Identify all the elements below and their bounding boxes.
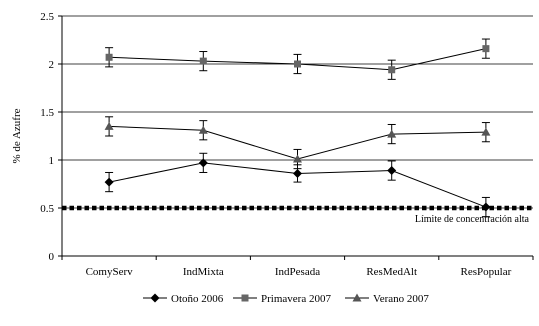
data-point xyxy=(387,129,397,138)
data-point xyxy=(293,154,302,163)
y-tick-label: 0.5 xyxy=(40,203,54,215)
x-tick-label: ResMedAlt xyxy=(366,266,417,278)
data-point xyxy=(293,168,302,178)
legend-marker xyxy=(150,293,160,303)
y-tick-labels: 0 0.5 1 1.5 2 2.5 xyxy=(40,11,54,263)
y-tick-label: 1 xyxy=(49,155,55,167)
series-group xyxy=(104,38,491,218)
series-triangle xyxy=(104,116,491,170)
legend-label: Verano 2007 xyxy=(373,293,429,305)
x-tick-label: ResPopular xyxy=(461,266,512,278)
reference-line-label: Límite de concentración alta xyxy=(415,214,530,225)
x-tick-label: ComyServ xyxy=(86,266,134,278)
data-point xyxy=(388,66,396,74)
legend: Otoño 2006 Primavera 2007 Verano 2007 xyxy=(143,293,429,305)
data-point xyxy=(105,53,113,61)
x-tick-labels: ComyServ IndMixta IndPesada ResMedAlt ResPop… xyxy=(86,266,512,278)
y-tick-label: 2 xyxy=(49,59,55,71)
legend-marker xyxy=(352,293,362,302)
data-point xyxy=(104,177,114,187)
data-point xyxy=(294,60,301,68)
reference-line-group: Límite de concentración alta xyxy=(62,205,533,225)
y-tick-label: 2.5 xyxy=(40,11,54,23)
legend-label: Otoño 2006 xyxy=(171,293,224,305)
data-point xyxy=(198,158,208,168)
series-square xyxy=(105,38,490,80)
y-tick-label: 0 xyxy=(49,251,55,263)
data-point xyxy=(104,121,114,130)
x-tick-label: IndMixta xyxy=(183,266,224,278)
data-point xyxy=(198,125,208,134)
y-axis-title: % de Azufre xyxy=(11,108,23,163)
x-tick-label: IndPesada xyxy=(275,266,320,278)
data-point xyxy=(481,127,491,136)
legend-marker xyxy=(241,294,249,302)
legend-label: Primavera 2007 xyxy=(261,293,331,305)
data-point xyxy=(481,202,491,212)
data-point xyxy=(387,166,397,176)
data-point xyxy=(199,57,207,65)
data-point xyxy=(482,45,490,53)
y-tick-label: 1.5 xyxy=(40,107,54,119)
